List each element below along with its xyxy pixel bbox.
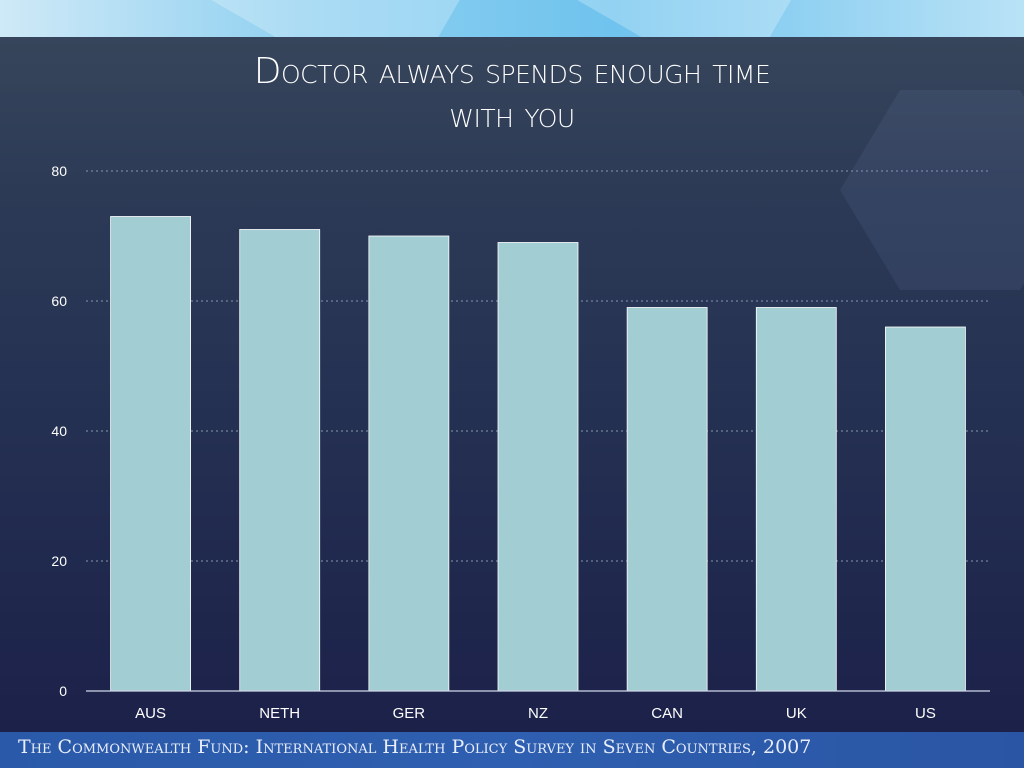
y-tick-label: 20: [51, 553, 67, 569]
bar-can: [626, 307, 708, 692]
y-tick-label: 60: [51, 293, 67, 309]
x-axis-tick-labels: AUS NETH GER NZ CAN UK US: [135, 705, 936, 722]
slide-title-line-2: with you: [449, 94, 575, 136]
slide-title: Doctor always spends enough time with yo…: [60, 50, 964, 138]
bar-neth: [239, 229, 321, 692]
y-tick-label: 40: [51, 423, 67, 439]
x-tick-label: UK: [786, 705, 807, 722]
x-tick-label: AUS: [135, 705, 166, 722]
y-tick-label: 80: [51, 163, 67, 179]
slide-title-line-1: Doctor always spends enough time: [253, 51, 771, 92]
bar-uk: [755, 307, 837, 692]
x-tick-label: NZ: [528, 705, 548, 722]
bar-nz: [497, 242, 579, 692]
bars: [110, 216, 966, 692]
y-axis-tick-labels: 0 20 40 60 80: [51, 163, 67, 699]
bar-us: [885, 326, 966, 692]
x-tick-label: US: [915, 705, 936, 722]
top-decorative-band: [0, 0, 1024, 37]
y-tick-label: 0: [59, 683, 67, 699]
x-tick-label: GER: [393, 705, 426, 722]
footer-bar: The Commonwealth Fund: International Hea…: [0, 732, 1024, 768]
x-tick-label: CAN: [651, 705, 683, 722]
bar-aus: [110, 216, 191, 692]
footer-source: The Commonwealth Fund: International Hea…: [18, 736, 812, 758]
x-tick-label: NETH: [259, 705, 300, 722]
bar-ger: [368, 235, 450, 692]
